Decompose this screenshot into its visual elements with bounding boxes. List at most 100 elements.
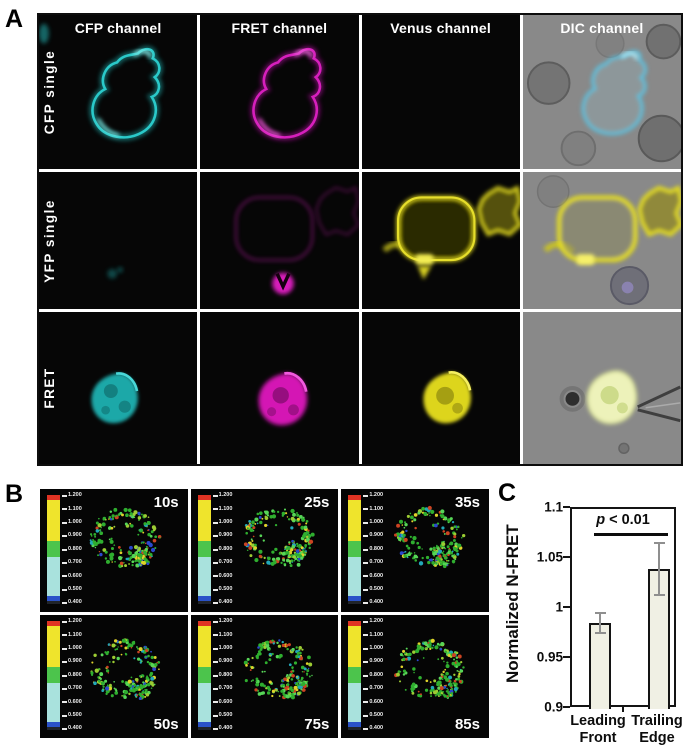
y-tick-mark: [563, 506, 570, 508]
colorbar-tick: 0.900: [363, 533, 395, 539]
colorbar-tick-label: 0.500: [369, 585, 384, 592]
colorbar-tick-label: 1.100: [68, 631, 82, 638]
cfp-single-fret-channel-image: [250, 45, 325, 141]
colorbar-tick-label: 1.200: [68, 618, 82, 625]
chart-plot-area: p < 0.01: [570, 507, 676, 712]
colorbar-tick: 0.800: [363, 546, 395, 553]
y-tick-label: 1: [555, 599, 563, 615]
colorbar-segment: [197, 621, 211, 627]
colorbar-tick-label: 1.200: [218, 618, 233, 625]
colorbar-segment: [348, 557, 362, 597]
colorbar-segment: [197, 500, 211, 541]
colorbar-tick-mark: [363, 647, 369, 650]
colorbar-tick-label: 1.200: [218, 492, 233, 499]
y-tick-label: 1.1: [544, 499, 563, 515]
colorbar-tick: 1.100: [212, 506, 245, 512]
colorbar-tick-label: 0.600: [369, 572, 384, 579]
fret-ratio-colorbar: [47, 495, 60, 604]
colorbar-tick-label: 0.400: [218, 725, 233, 732]
colorbar-tick-mark: [212, 548, 218, 551]
colorbar-tick-label: 0.800: [369, 671, 384, 678]
timelapse-tile-10s: 1.200 1.100 1.000 0.900 0.800 0.700 0.600 0.500…: [40, 489, 188, 612]
fret-fret-channel-image: [258, 371, 308, 426]
colorbar-tick-mark: [62, 634, 67, 637]
colorbar-tick-mark: [212, 602, 218, 604]
colorbar-segment: [47, 726, 60, 730]
colorbar-tick-mark: [363, 602, 369, 604]
colorbar-tick-label: 0.600: [68, 698, 82, 705]
panel-a-label: A: [5, 5, 24, 33]
colorbar-tick: 1.000: [62, 645, 94, 652]
column-header: DIC channel: [560, 20, 644, 36]
colorbar-tick-label: 0.600: [369, 698, 384, 705]
colorbar-tick-mark: [363, 687, 369, 690]
fret-ratio-cell-image: [394, 638, 466, 699]
fret-ratio-cell-image: [243, 508, 315, 568]
colorbar-tick-label: 1.100: [218, 631, 233, 638]
colorbar-tick: 0.500: [62, 712, 94, 719]
cell-fret-fret: [200, 312, 359, 464]
colorbar-tick: 0.900: [363, 659, 395, 665]
colorbar-tick-mark: [212, 674, 218, 677]
colorbar-tick-label: 0.700: [218, 685, 233, 692]
p-value-annotation: p < 0.01: [572, 512, 674, 528]
colorbar-tick: 0.600: [62, 699, 94, 705]
x-category-label: Trailing Edge: [631, 713, 683, 746]
colorbar-tick-label: 0.400: [68, 725, 82, 732]
row-label: YFP single: [42, 198, 57, 283]
fret-venus-channel-image: [422, 371, 471, 424]
colorbar-tick-mark: [62, 495, 67, 497]
colorbar-tick-label: 1.100: [369, 505, 384, 512]
column-header: CFP channel: [74, 20, 162, 36]
colorbar-tick-mark: [212, 687, 218, 690]
colorbar-tick: 1.200: [62, 619, 94, 625]
colorbar-tick-mark: [212, 634, 218, 637]
timelapse-tile-35s: 1.200 1.100 1.000 0.900 0.800 0.700 0.600 0.500…: [341, 489, 489, 612]
colorbar-tick-mark: [62, 701, 67, 704]
colorbar-segment: [47, 495, 60, 501]
colorbar-tick: 0.900: [212, 533, 245, 539]
colorbar-tick-mark: [363, 535, 369, 538]
colorbar-segment: [197, 726, 211, 730]
colorbar-tick-label: 1.000: [68, 645, 82, 651]
colorbar-segment: [47, 722, 60, 727]
colorbar-tick: 0.600: [212, 573, 245, 579]
fret-cfp-channel-image: [91, 372, 139, 424]
colorbar-tick-mark: [363, 508, 369, 511]
colorbar-tick-mark: [363, 728, 369, 730]
panel-b-grid: 1.200 1.100 1.000 0.900 0.800 0.700 0.600 0.500…: [40, 489, 489, 738]
colorbar-tick-mark: [62, 661, 67, 664]
colorbar-tick-label: 0.400: [218, 599, 233, 606]
colorbar-segment: [197, 557, 211, 597]
panel-c-label: C: [498, 479, 517, 507]
colorbar-tick-label: 0.500: [369, 711, 384, 718]
colorbar-tick: 0.900: [62, 659, 94, 665]
colorbar-ticks: 1.200 1.100 1.000 0.900 0.800 0.700 0.600 0.500…: [62, 493, 94, 606]
yfp-single-venus-channel-image: [381, 185, 520, 280]
fret-ratio-colorbar: [348, 621, 362, 730]
colorbar-segment: [47, 666, 60, 684]
colorbar-tick: 0.600: [212, 699, 245, 705]
x-category-label: Leading Front: [570, 713, 626, 746]
fret-ratio-cell-image: [243, 639, 313, 700]
colorbar-tick-mark: [62, 687, 67, 690]
colorbar-tick: 0.700: [363, 560, 395, 566]
error-bar-cap: [594, 612, 606, 614]
colorbar-tick: 0.500: [62, 586, 94, 593]
colorbar-tick: 0.800: [363, 671, 395, 679]
timelapse-tile-25s: 1.200 1.100 1.000 0.900 0.800 0.700 0.600 0.500…: [190, 489, 339, 612]
colorbar-tick: 1.200: [212, 492, 245, 499]
colorbar-tick: 1.100: [212, 631, 245, 638]
colorbar-tick: 1.200: [212, 618, 245, 625]
colorbar-tick: 1.200: [62, 493, 94, 499]
colorbar-segment: [47, 621, 60, 627]
bar-leading-front: [589, 623, 611, 709]
colorbar-tick-label: 0.700: [68, 685, 82, 692]
colorbar-tick-mark: [363, 575, 369, 578]
cell-cfpsingle-fret: FRET channel: [200, 15, 359, 169]
time-label: 85s: [454, 716, 480, 733]
row-label: CFP single: [42, 49, 57, 135]
colorbar-segment: [197, 540, 211, 558]
colorbar-segment: [348, 683, 362, 723]
